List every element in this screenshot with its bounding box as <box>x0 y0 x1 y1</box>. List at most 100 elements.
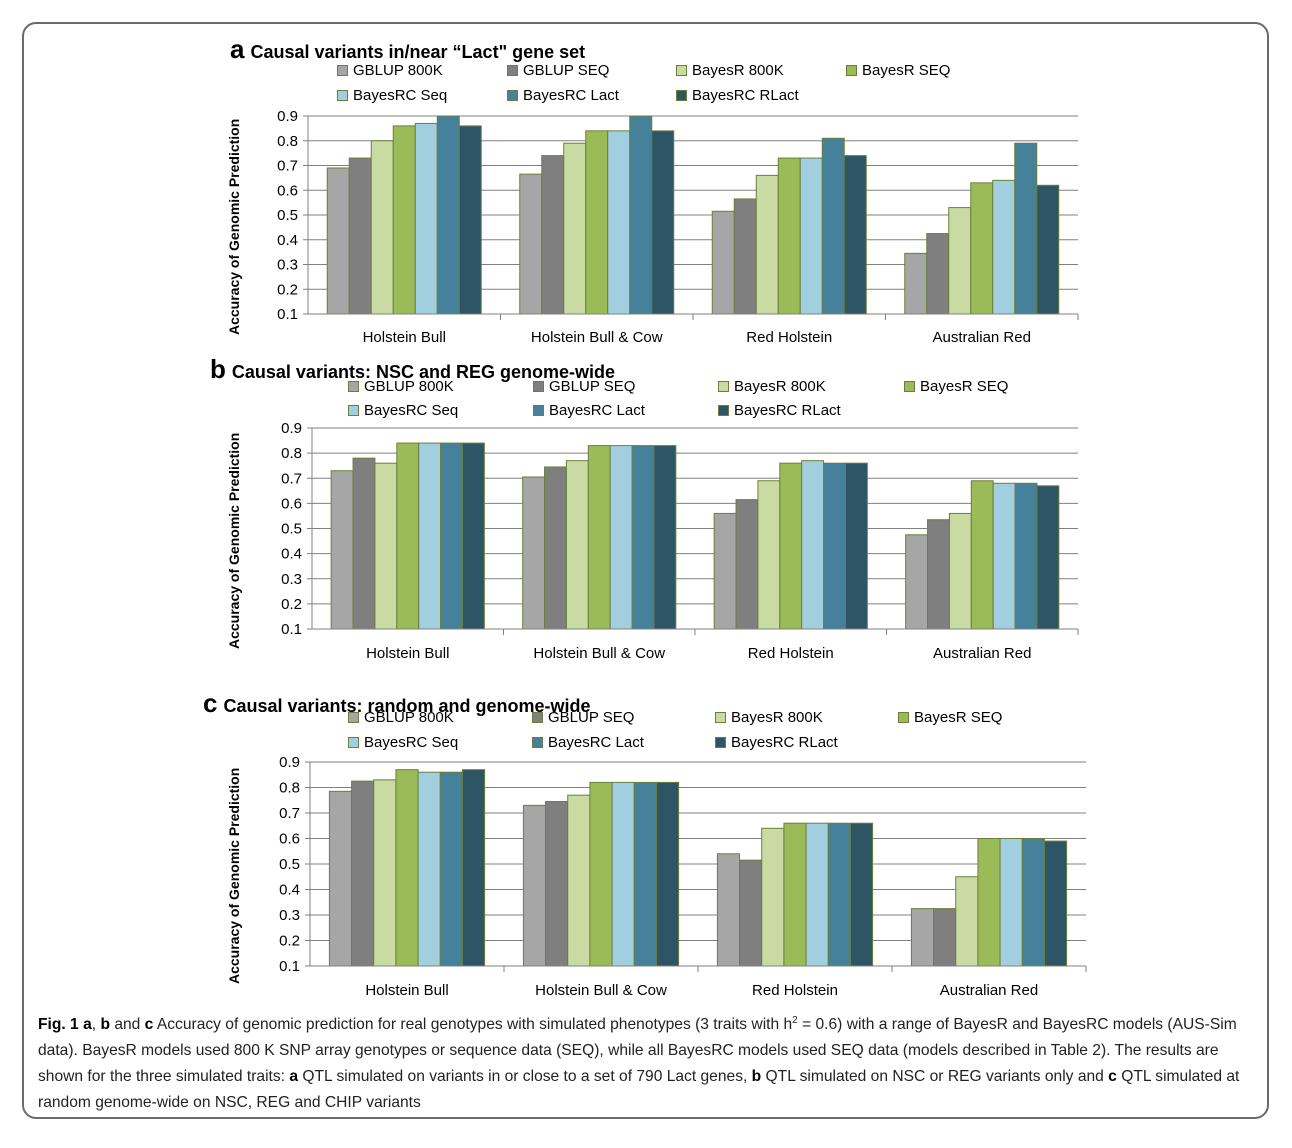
bar <box>933 908 957 967</box>
x-category-label: Red Holstein <box>748 645 834 662</box>
x-category-label: Red Holstein <box>752 982 838 999</box>
legend-item: BayesR SEQ <box>898 709 1002 726</box>
legend-label: BayesR SEQ <box>862 62 951 79</box>
x-category-label: Red Holstein <box>746 329 832 346</box>
y-tick-label: 0.4 <box>277 232 298 249</box>
y-tick-label: 0.1 <box>281 621 302 638</box>
caption-qa: a <box>289 1068 299 1086</box>
x-category-label: Australian Red <box>933 329 1031 346</box>
legend-label: GBLUP 800K <box>353 62 443 79</box>
y-tick-label: 0.2 <box>277 281 298 298</box>
legend-swatch <box>718 405 729 416</box>
bar <box>567 794 591 967</box>
bar <box>545 801 569 967</box>
legend-item: GBLUP SEQ <box>533 378 635 395</box>
legend-item: BayesRC RLact <box>715 734 838 751</box>
legend-swatch <box>507 90 518 101</box>
legend-swatch <box>846 65 857 76</box>
legend-swatch <box>715 712 726 723</box>
y-tick-label: 0.8 <box>277 133 298 150</box>
x-category-label: Holstein Bull <box>363 329 446 346</box>
bar <box>395 769 419 967</box>
y-tick-label: 0.9 <box>277 108 298 125</box>
caption-text2: = 0.6) with a range of BayesR and BayesR… <box>38 1016 1237 1086</box>
bar <box>1043 840 1068 967</box>
x-category-label: Australian Red <box>940 982 1038 999</box>
legend-swatch <box>533 405 544 416</box>
legend-item: BayesRC Seq <box>348 734 458 751</box>
legend-label: BayesRC RLact <box>692 87 799 104</box>
bar <box>351 780 375 967</box>
figure-caption: Fig. 1 a, b and c Accuracy of genomic pr… <box>38 1008 1248 1116</box>
y-tick-label: 0.8 <box>279 780 300 797</box>
y-tick-label: 0.6 <box>277 182 298 199</box>
bar <box>373 779 397 967</box>
legend-label: BayesRC Seq <box>364 734 459 751</box>
legend-swatch <box>532 712 543 723</box>
legend-swatch <box>348 737 359 748</box>
chart-title-text: Causal variants: random and genome-wide <box>223 696 591 716</box>
legend-label: GBLUP 800K <box>364 709 454 726</box>
legend-label: GBLUP SEQ <box>549 378 636 395</box>
y-tick-label: 0.6 <box>279 831 300 848</box>
legend-swatch <box>507 65 518 76</box>
y-tick-label: 0.7 <box>277 158 298 175</box>
legend-swatch <box>676 65 687 76</box>
legend-item: BayesRC Lact <box>532 734 644 751</box>
bar <box>999 838 1023 967</box>
caption-sep: , <box>91 1016 97 1034</box>
y-tick-label: 0.9 <box>279 754 300 771</box>
bar <box>716 853 741 967</box>
legend-swatch <box>348 712 359 723</box>
legend-label: BayesRC RLact <box>731 734 838 751</box>
caption-text4: QTL simulated on NSC or REG variants onl… <box>761 1068 1109 1086</box>
legend-item: BayesRC Lact <box>507 87 619 104</box>
bar <box>955 876 979 967</box>
y-tick-label: 0.6 <box>281 495 302 512</box>
bar <box>633 781 657 967</box>
chart-title: c Causal variants: random and genome-wide <box>203 688 591 719</box>
legend-label: BayesR 800K <box>734 378 826 395</box>
caption-superscript: 2 <box>792 1015 798 1026</box>
legend-label: BayesRC Lact <box>549 402 645 419</box>
x-category-label: Holstein Bull <box>365 982 448 999</box>
legend-label: BayesRC Lact <box>548 734 644 751</box>
bar <box>655 781 680 967</box>
legend-label: GBLUP SEQ <box>523 62 610 79</box>
legend-swatch <box>337 90 348 101</box>
legend-swatch <box>533 381 544 392</box>
panel-letter: a <box>230 34 245 64</box>
legend-item: BayesR SEQ <box>904 378 1008 395</box>
caption-qb: b <box>751 1068 762 1086</box>
x-category-label: Holstein Bull & Cow <box>531 329 663 346</box>
y-tick-label: 0.5 <box>281 521 302 538</box>
chart-title: b Causal variants: NSC and REG genome-wid… <box>210 354 615 385</box>
y-tick-label: 0.9 <box>281 420 302 437</box>
y-tick-label: 0.3 <box>281 571 302 588</box>
y-tick-label: 0.8 <box>281 445 302 462</box>
caption-fig-label: Fig. 1 <box>38 1016 79 1034</box>
y-tick-label: 0.7 <box>281 470 302 487</box>
panel-letter: b <box>210 354 226 384</box>
y-tick-label: 0.2 <box>279 933 300 950</box>
bar <box>849 822 874 967</box>
legend-swatch <box>718 381 729 392</box>
bar <box>761 827 785 967</box>
y-tick-label: 0.2 <box>281 596 302 613</box>
legend-item: GBLUP 800K <box>348 709 454 726</box>
legend-label: BayesR SEQ <box>920 378 1009 395</box>
chart-title-text: Causal variants in/near “Lact" gene set <box>250 42 586 62</box>
legend-swatch <box>532 737 543 748</box>
bar <box>522 804 547 967</box>
legend-item: GBLUP 800K <box>337 62 443 79</box>
legend-label: GBLUP 800K <box>364 378 454 395</box>
bar <box>827 822 851 967</box>
legend-swatch <box>904 381 915 392</box>
legend-item: BayesR SEQ <box>846 62 950 79</box>
bar <box>1021 838 1045 967</box>
chart-title-text: Causal variants: NSC and REG genome-wide <box>231 362 615 382</box>
caption-b: b <box>100 1016 110 1034</box>
bar <box>739 859 763 967</box>
bar <box>783 822 807 967</box>
